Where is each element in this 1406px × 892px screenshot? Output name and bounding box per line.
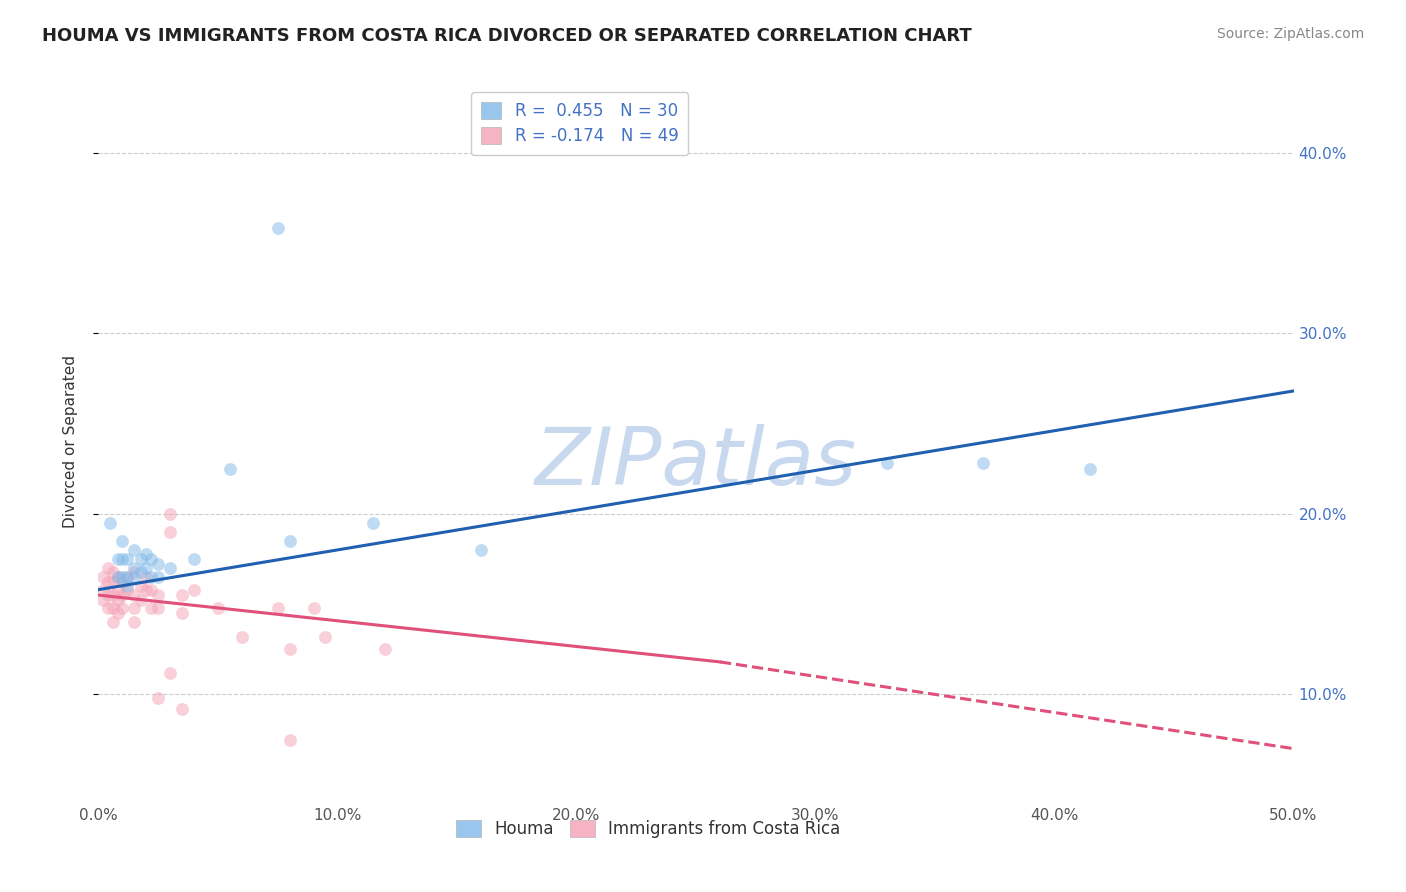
Point xyxy=(315,630,337,644)
Point xyxy=(107,570,129,584)
Y-axis label: Divorced or Separated: Divorced or Separated xyxy=(63,355,77,528)
Point xyxy=(139,570,162,584)
Point xyxy=(183,552,205,566)
Point xyxy=(101,615,124,630)
Point xyxy=(159,665,181,680)
Point xyxy=(115,582,138,597)
Point xyxy=(97,600,120,615)
Point xyxy=(876,456,898,470)
Point xyxy=(115,552,138,566)
Point xyxy=(124,600,146,615)
Point xyxy=(172,606,194,620)
Point xyxy=(107,570,129,584)
Point xyxy=(97,588,120,602)
Point xyxy=(111,600,134,615)
Point xyxy=(115,570,138,584)
Point xyxy=(91,582,114,597)
Point xyxy=(111,575,134,590)
Point xyxy=(148,691,170,706)
Point xyxy=(124,542,146,557)
Point xyxy=(111,533,134,548)
Point xyxy=(148,588,170,602)
Point xyxy=(101,588,124,602)
Point xyxy=(107,552,129,566)
Point xyxy=(135,570,157,584)
Point xyxy=(91,570,114,584)
Point xyxy=(101,600,124,615)
Point xyxy=(363,516,385,530)
Point xyxy=(97,561,120,575)
Point xyxy=(148,600,170,615)
Point xyxy=(172,702,194,716)
Point xyxy=(148,558,170,572)
Point xyxy=(111,570,134,584)
Point xyxy=(278,533,301,548)
Point xyxy=(131,579,153,593)
Point xyxy=(107,593,129,607)
Point xyxy=(139,582,162,597)
Point xyxy=(135,561,157,575)
Point xyxy=(111,552,134,566)
Point xyxy=(98,516,122,530)
Point xyxy=(124,588,146,602)
Point xyxy=(278,732,301,747)
Point xyxy=(124,565,146,579)
Point xyxy=(267,221,290,235)
Text: HOUMA VS IMMIGRANTS FROM COSTA RICA DIVORCED OR SEPARATED CORRELATION CHART: HOUMA VS IMMIGRANTS FROM COSTA RICA DIVO… xyxy=(42,27,972,45)
Point xyxy=(207,600,229,615)
Point xyxy=(139,600,162,615)
Point xyxy=(107,582,129,597)
Point xyxy=(267,600,290,615)
Point xyxy=(470,542,492,557)
Point xyxy=(131,552,153,566)
Point xyxy=(97,575,120,590)
Point xyxy=(278,642,301,657)
Point xyxy=(124,561,146,575)
Point xyxy=(159,561,181,575)
Point xyxy=(159,524,181,539)
Point xyxy=(101,565,124,579)
Point xyxy=(91,593,114,607)
Point xyxy=(183,582,205,597)
Point xyxy=(131,593,153,607)
Point xyxy=(972,456,994,470)
Point xyxy=(135,582,157,597)
Point xyxy=(1080,461,1102,475)
Point xyxy=(374,642,396,657)
Point xyxy=(115,579,138,593)
Point xyxy=(115,570,138,584)
Point xyxy=(231,630,253,644)
Point xyxy=(124,615,146,630)
Legend: Houma, Immigrants from Costa Rica: Houma, Immigrants from Costa Rica xyxy=(449,814,848,845)
Text: Source: ZipAtlas.com: Source: ZipAtlas.com xyxy=(1216,27,1364,41)
Text: ZIPatlas: ZIPatlas xyxy=(534,425,858,502)
Point xyxy=(124,570,146,584)
Point xyxy=(148,570,170,584)
Point xyxy=(302,600,325,615)
Point xyxy=(111,588,134,602)
Point xyxy=(101,575,124,590)
Point xyxy=(107,606,129,620)
Point xyxy=(135,547,157,561)
Point xyxy=(159,507,181,521)
Point xyxy=(139,552,162,566)
Point xyxy=(219,461,242,475)
Point xyxy=(172,588,194,602)
Point xyxy=(131,565,153,579)
